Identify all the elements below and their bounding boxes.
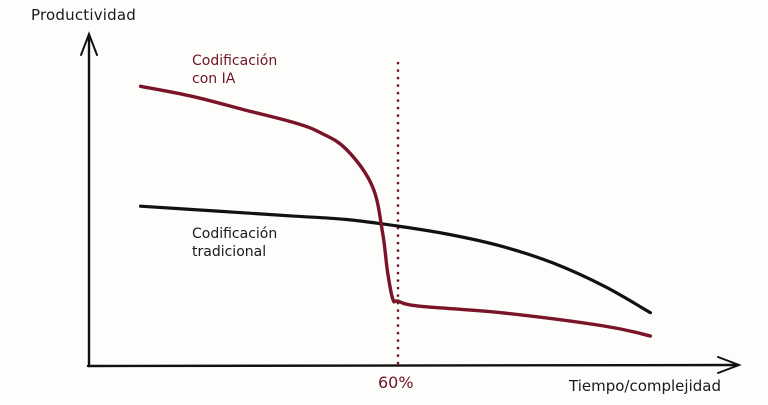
series-label-traditional: Codificación tradicional [192,226,277,261]
y-axis-arrow-icon [80,31,98,56]
series-label-ai: Codificación con IA [192,53,277,88]
y-axis-label: Productividad [31,6,136,24]
series-label-traditional-line2: tradicional [192,243,267,260]
threshold-label: 60% [378,373,414,392]
series-ai-coding [138,84,653,338]
series-label-ai-line1: Codificación [192,53,278,69]
axes [80,31,742,374]
x-axis-label: Tiempo/complejidad [569,377,721,395]
x-axis-arrow-icon [717,356,742,374]
series-label-traditional-line1: Codificación [192,226,278,242]
x-axis [86,363,740,368]
series-traditional-coding [138,204,652,315]
series-label-ai-line2: con IA [192,70,236,87]
